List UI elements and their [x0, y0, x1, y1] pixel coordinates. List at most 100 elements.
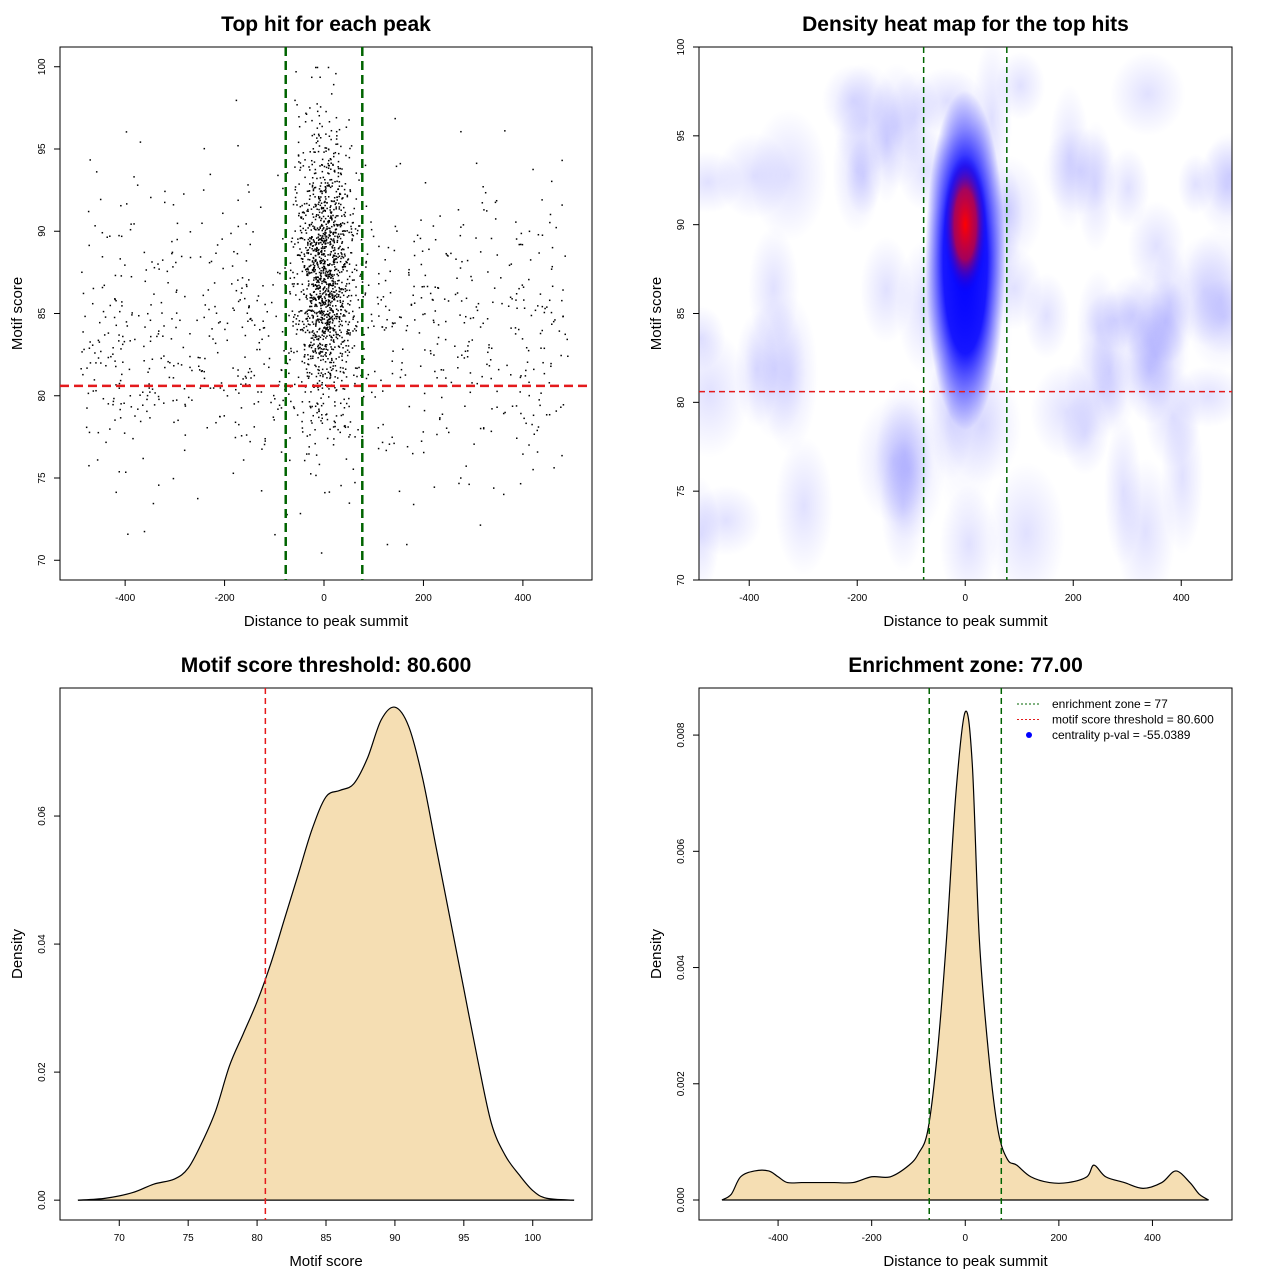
scatter-point	[321, 170, 324, 173]
x-axis-label: Distance to peak summit	[883, 1253, 1048, 1270]
x-tick-label: 200	[1051, 1233, 1068, 1244]
scatter-point	[353, 268, 356, 271]
scatter-point	[272, 284, 274, 286]
scatter-point	[171, 318, 173, 320]
scatter-point	[327, 274, 330, 276]
scatter-point	[356, 321, 359, 323]
scatter-point	[365, 377, 368, 380]
scatter-point	[528, 230, 531, 233]
scatter-point	[355, 325, 358, 328]
scatter-point	[313, 332, 315, 335]
scatter-point	[342, 367, 344, 369]
scatter-point	[343, 265, 345, 268]
scatter-point	[315, 312, 318, 315]
scatter-point	[226, 322, 229, 325]
scatter-point	[237, 369, 239, 371]
scatter-point	[92, 287, 95, 290]
scatter-point	[355, 325, 357, 327]
scatter-point	[338, 271, 341, 274]
scatter-point	[341, 341, 344, 343]
scatter-point	[294, 166, 296, 168]
scatter-point	[175, 289, 178, 291]
scatter-point	[497, 368, 500, 371]
scatter-point	[298, 161, 300, 163]
scatter-point	[292, 325, 294, 327]
density-blob	[774, 436, 834, 576]
scatter-point	[420, 219, 422, 221]
scatter-point	[345, 402, 348, 405]
scatter-point	[402, 348, 404, 350]
scatter-point	[311, 184, 314, 187]
scatter-point	[337, 295, 340, 298]
density-blob	[987, 461, 1066, 580]
scatter-point	[284, 267, 286, 269]
scatter-point	[338, 235, 341, 238]
scatter-point	[250, 377, 252, 379]
scatter-point	[310, 373, 313, 375]
scatter-point	[385, 327, 387, 329]
scatter-point	[143, 360, 145, 362]
scatter-point	[94, 352, 96, 354]
scatter-point	[400, 368, 403, 371]
scatter-point	[317, 337, 320, 340]
scatter-point	[88, 431, 91, 434]
scatter-point	[326, 259, 329, 261]
scatter-point	[336, 135, 338, 137]
scatter-point	[325, 190, 327, 192]
scatter-point	[330, 336, 333, 339]
scatter-point	[318, 284, 320, 287]
scatter-point	[126, 325, 129, 327]
scatter-point	[305, 318, 308, 320]
scatter-point	[336, 261, 338, 264]
scatter-point	[289, 291, 291, 293]
scatter-point	[98, 341, 101, 343]
scatter-point	[298, 298, 301, 301]
scatter-point	[314, 186, 317, 189]
scatter-point	[318, 318, 320, 321]
scatter-point	[472, 317, 475, 319]
scatter-point	[318, 253, 320, 255]
scatter-point	[315, 215, 317, 218]
scatter-point	[316, 137, 318, 139]
scatter-point	[344, 193, 346, 196]
scatter-point	[445, 427, 448, 429]
scatter-point	[307, 210, 309, 213]
scatter-point	[97, 339, 100, 342]
scatter-point	[302, 289, 305, 291]
scatter-point	[313, 311, 316, 314]
scatter-point	[294, 188, 297, 191]
scatter-point	[341, 288, 343, 290]
scatter-point	[333, 240, 335, 242]
density-blob	[1104, 416, 1142, 566]
scatter-point	[301, 401, 304, 403]
scatter-point	[215, 252, 217, 255]
scatter-point	[326, 271, 329, 274]
scatter-point	[327, 358, 329, 360]
scatter-point	[245, 434, 248, 436]
scatter-point	[320, 404, 323, 407]
scatter-point	[342, 315, 344, 317]
scatter-point	[329, 326, 331, 328]
scatter-point	[341, 230, 344, 232]
density-area	[77, 707, 575, 1201]
scatter-point	[316, 305, 318, 308]
scatter-point	[291, 237, 294, 239]
scatter-point	[340, 257, 342, 260]
scatter-point	[370, 228, 373, 231]
scatter-point	[191, 399, 193, 401]
scatter-point	[207, 289, 210, 291]
scatter-point	[237, 144, 239, 147]
scatter-point	[346, 333, 348, 335]
scatter-point	[539, 293, 542, 295]
scatter-point	[314, 254, 317, 257]
scatter-point	[344, 211, 347, 214]
scatter-point	[339, 352, 342, 355]
scatter-point	[208, 335, 211, 337]
scatter-point	[329, 372, 332, 375]
scatter-point	[338, 224, 340, 226]
x-tick-label: 80	[252, 1233, 264, 1244]
scatter-point	[455, 258, 457, 260]
scatter-point	[335, 130, 338, 133]
scatter-point	[315, 288, 317, 291]
scatter-point	[349, 147, 351, 150]
